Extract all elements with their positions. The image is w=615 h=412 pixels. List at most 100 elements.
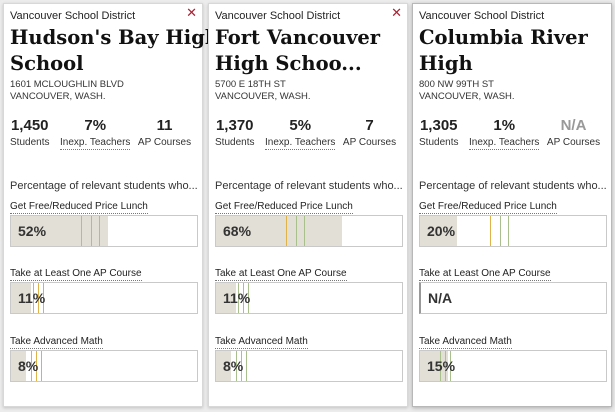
metric-label-math[interactable]: Take Advanced Math <box>10 336 103 349</box>
comparison-marker <box>508 216 509 246</box>
school-card-columbia-river[interactable]: Vancouver School District Columbia River… <box>412 3 612 407</box>
district-label: Vancouver School District <box>215 10 341 22</box>
metric-label-ap[interactable]: Take at Least One AP Course <box>215 268 347 281</box>
comparison-marker <box>445 351 446 381</box>
bar-fill <box>11 283 32 313</box>
stat-value: 7 <box>365 117 374 134</box>
bar-value: 8% <box>18 358 39 374</box>
stat-label: Inexp. Teachers <box>265 137 336 150</box>
bar-fill <box>216 351 231 381</box>
school-card-hudsons-bay[interactable]: Vancouver School District ✕ Hudson's Bay… <box>3 3 220 407</box>
stat-teachers[interactable]: 1% Inexp. Teachers <box>469 117 540 150</box>
stat-ap-courses: 7 AP Courses <box>342 117 397 148</box>
bar-fill <box>216 216 343 246</box>
bar-value: 15% <box>427 358 456 374</box>
stat-ap-courses: N/A AP Courses <box>546 117 601 148</box>
percentage-intro: Percentage of relevant students who... <box>215 180 403 192</box>
stat-label: Students <box>10 137 50 148</box>
bar-value: 11% <box>223 290 251 306</box>
bar-fill <box>420 351 448 381</box>
stat-label: Students <box>215 137 255 148</box>
stat-label: Inexp. Teachers <box>60 137 131 150</box>
stat-label: AP Courses <box>546 137 601 148</box>
metric-label-math[interactable]: Take Advanced Math <box>215 336 308 349</box>
comparison-marker <box>304 216 305 246</box>
address-line: VANCOUVER, WASH. <box>10 91 106 102</box>
metric-label-lunch[interactable]: Get Free/Reduced Price Lunch <box>419 201 557 214</box>
comparison-marker <box>243 283 244 313</box>
metric-bar-math: 8% <box>215 350 403 382</box>
school-address: 800 NW 99TH ST VANCOUVER, WASH. <box>419 79 515 103</box>
comparison-marker <box>41 351 42 381</box>
address-line: 5700 E 18TH ST <box>215 79 286 90</box>
metric-bar-lunch: 52% <box>10 215 198 247</box>
bar-value: 68% <box>223 223 252 239</box>
percentage-intro: Percentage of relevant students who... <box>10 180 198 192</box>
stat-label: AP Courses <box>342 137 397 148</box>
stat-students: 1,305 Students <box>419 117 458 148</box>
school-name-line: Hudson's Bay High <box>10 26 220 49</box>
bar-fill <box>11 351 26 381</box>
school-name-line: Fort Vancouver <box>215 26 381 49</box>
bar-value: N/A <box>428 290 453 306</box>
metric-bar-ap: 11% <box>10 282 198 314</box>
comparison-marker <box>33 283 34 313</box>
comparison-marker <box>248 283 249 313</box>
stat-teachers[interactable]: 7% Inexp. Teachers <box>60 117 131 150</box>
comparison-marker <box>440 351 441 381</box>
stats-row: 1,450 Students 7% Inexp. Teachers 11 AP … <box>4 117 204 153</box>
bar-fill <box>420 216 458 246</box>
address-line: 1601 MCLOUGHLIN BLVD <box>10 79 124 90</box>
stat-value: 1,370 <box>215 117 254 134</box>
school-name: Hudson's Bay High School <box>10 25 220 77</box>
school-card-fort-vancouver[interactable]: Vancouver School District ✕ Fort Vancouv… <box>208 3 408 407</box>
stat-students: 1,450 Students <box>10 117 49 148</box>
stat-value: 7% <box>84 117 107 134</box>
close-icon[interactable]: ✕ <box>186 5 197 20</box>
school-address: 1601 MCLOUGHLIN BLVD VANCOUVER, WASH. <box>10 79 124 103</box>
district-label: Vancouver School District <box>10 10 136 22</box>
school-address: 5700 E 18TH ST VANCOUVER, WASH. <box>215 79 311 103</box>
bar-value: 20% <box>427 223 456 239</box>
address-line: VANCOUVER, WASH. <box>419 91 515 102</box>
comparison-marker <box>450 351 451 381</box>
close-icon[interactable]: ✕ <box>391 5 402 20</box>
stat-value: N/A <box>560 117 587 134</box>
stats-row: 1,370 Students 5% Inexp. Teachers 7 AP C… <box>209 117 409 153</box>
metric-bar-math: 15% <box>419 350 607 382</box>
stat-teachers[interactable]: 5% Inexp. Teachers <box>265 117 336 150</box>
bar-fill <box>216 283 237 313</box>
stat-value: 5% <box>289 117 312 134</box>
stat-label: AP Courses <box>137 137 192 148</box>
metric-label-ap[interactable]: Take at Least One AP Course <box>10 268 142 281</box>
stats-row: 1,305 Students 1% Inexp. Teachers N/A AP… <box>413 117 613 153</box>
comparison-marker <box>238 283 239 313</box>
comparison-marker <box>236 351 237 381</box>
comparison-marker <box>91 216 92 246</box>
metric-bar-ap: 11% <box>215 282 403 314</box>
comparison-marker <box>99 216 100 246</box>
bar-value: 52% <box>18 223 47 239</box>
bar-value: 11% <box>18 290 46 306</box>
school-name-line: High <box>419 52 473 75</box>
school-name-line: Columbia River <box>419 26 588 49</box>
comparison-marker <box>286 216 287 246</box>
stat-value: 1,450 <box>10 117 49 134</box>
metric-label-lunch[interactable]: Get Free/Reduced Price Lunch <box>215 201 353 214</box>
metric-label-math[interactable]: Take Advanced Math <box>419 336 512 349</box>
school-name: Columbia River High <box>419 25 607 77</box>
address-line: VANCOUVER, WASH. <box>215 91 311 102</box>
comparison-marker <box>246 351 247 381</box>
percentage-intro: Percentage of relevant students who... <box>419 180 607 192</box>
metric-label-lunch[interactable]: Get Free/Reduced Price Lunch <box>10 201 148 214</box>
metric-label-ap[interactable]: Take at Least One AP Course <box>419 268 551 281</box>
school-name-line: High Schoo... <box>215 52 362 75</box>
metric-bar-math: 8% <box>10 350 198 382</box>
comparison-marker <box>500 216 501 246</box>
comparison-marker <box>490 216 491 246</box>
comparison-marker <box>81 216 82 246</box>
comparison-marker <box>241 351 242 381</box>
comparison-marker <box>31 351 32 381</box>
stat-label: Students <box>419 137 459 148</box>
stat-value: 1% <box>493 117 516 134</box>
